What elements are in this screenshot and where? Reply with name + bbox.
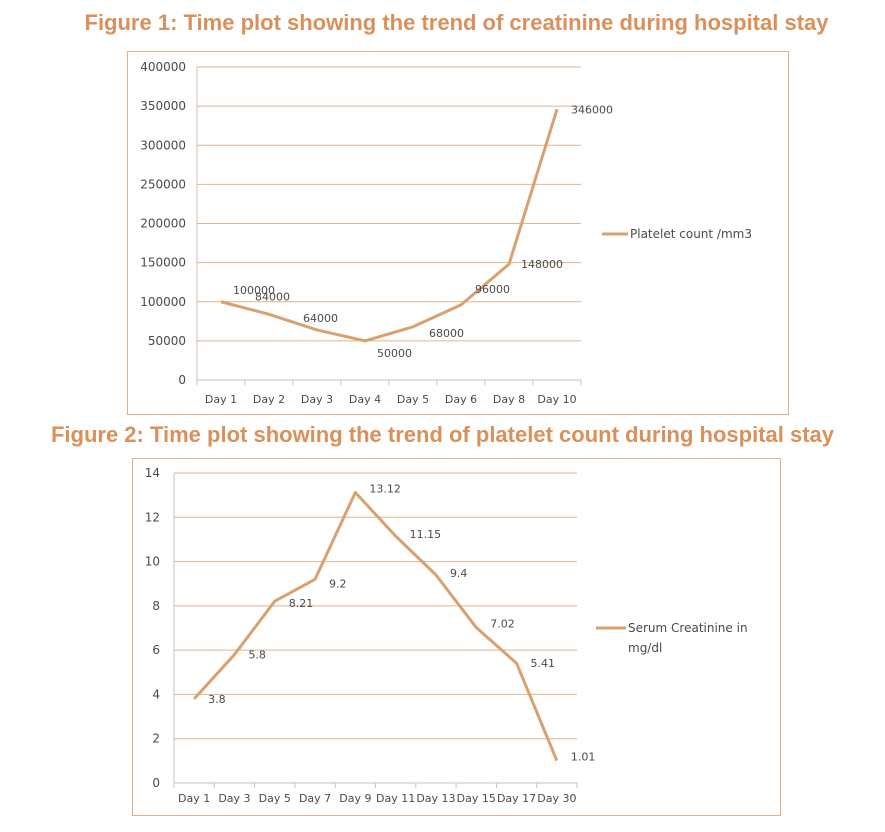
chart2-x-tick-label: Day 9 (339, 792, 371, 805)
chart2-x-tick-label: Day 7 (299, 792, 331, 805)
chart1-x-tick-label: Day 4 (349, 393, 381, 406)
figure-2-title: Figure 2: Time plot showing the trend of… (50, 422, 835, 447)
chart1-x-tick-label: Day 5 (397, 393, 429, 406)
chart1-data-label: 148000 (521, 258, 563, 271)
chart2-series-line (193, 490, 559, 762)
chart2-y-tick-label: 14 (145, 466, 160, 480)
chart2-data-label: 9.4 (450, 567, 468, 580)
chart1-data-label: 96000 (475, 283, 510, 296)
chart2-x-tick-label: Day 5 (259, 792, 291, 805)
chart2-data-label: 3.8 (208, 693, 226, 706)
chart1-x-tick-label: Day 6 (445, 393, 477, 406)
chart2-y-tick-label: 6 (152, 643, 160, 657)
chart1-data-label: 64000 (303, 312, 338, 325)
chart2-data-label: 5.41 (531, 657, 556, 670)
chart2-legend-label: mg/dl (628, 641, 662, 655)
chart1-x-tick-label: Day 10 (537, 393, 576, 406)
chart2-y-tick-label: 10 (145, 555, 160, 569)
chart1-data-label: 346000 (571, 103, 613, 116)
chart2-x-tick-label: Day 3 (218, 792, 250, 805)
chart2-data-label: 5.8 (248, 649, 266, 662)
chart1-data-label: 50000 (377, 347, 412, 360)
chart1-x-tick-label: Day 8 (493, 393, 525, 406)
chart2-y-tick-label: 2 (152, 732, 160, 746)
chart1-y-tick-label: 350000 (140, 99, 186, 113)
chart1-series-line (220, 108, 559, 343)
chart2-y-tick-label: 8 (152, 599, 160, 613)
chart-1-frame (127, 51, 789, 415)
chart2-x-tick-label: Day 17 (497, 792, 536, 805)
chart2-x-tick-label: Day 15 (457, 792, 496, 805)
chart1-data-label: 100000 (233, 284, 275, 297)
chart1-y-tick-label: 150000 (140, 256, 186, 270)
chart2-y-tick-label: 0 (152, 776, 160, 790)
chart2-data-label: 1.01 (571, 751, 596, 764)
chart1-x-tick-label: Day 1 (205, 393, 237, 406)
chart2-data-label: 11.15 (410, 528, 442, 541)
chart1-y-tick-label: 100000 (140, 295, 186, 309)
chart1-y-tick-label: 300000 (140, 138, 186, 152)
chart2-x-tick-label: Day 1 (178, 792, 210, 805)
chart2-y-tick-label: 4 (152, 687, 160, 701)
chart1-y-tick-label: 250000 (140, 177, 186, 191)
chart2-data-label: 13.12 (369, 482, 401, 495)
chart1-data-label: 68000 (429, 327, 464, 340)
chart1-data-label: 84000 (255, 290, 290, 303)
chart1-legend-label: Platelet count /mm3 (630, 227, 752, 241)
chart2-data-label: 9.2 (329, 577, 347, 590)
chart2-data-label: 7.02 (490, 618, 515, 631)
chart1-x-tick-label: Day 3 (301, 393, 333, 406)
figure-1-title: Figure 1: Time plot showing the trend of… (84, 10, 829, 35)
chart2-data-label: 8.21 (289, 597, 314, 610)
chart2-y-tick-label: 12 (145, 510, 160, 524)
chart1-y-tick-label: 50000 (148, 334, 186, 348)
chart2-legend-label: Serum Creatinine in (628, 621, 748, 635)
chart2-x-tick-label: Day 11 (376, 792, 415, 805)
chart1-y-tick-label: 400000 (140, 60, 186, 74)
chart1-y-tick-label: 0 (178, 373, 186, 387)
chart1-y-tick-label: 200000 (140, 217, 186, 231)
chart1-x-tick-label: Day 2 (253, 393, 285, 406)
chart2-x-tick-label: Day 30 (537, 792, 576, 805)
chart2-x-tick-label: Day 13 (416, 792, 455, 805)
